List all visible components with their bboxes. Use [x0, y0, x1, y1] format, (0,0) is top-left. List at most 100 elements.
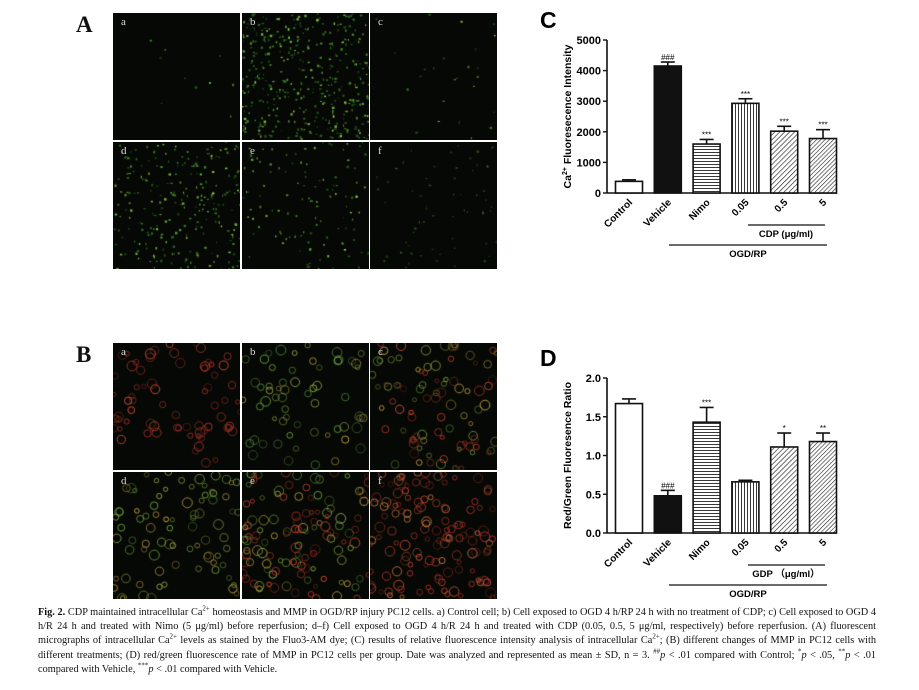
significance-label: *** — [818, 121, 827, 130]
significance-label: ** — [820, 424, 826, 433]
micrograph-a-f: f — [370, 142, 497, 269]
x-tick-label: 5 — [817, 197, 829, 209]
y-tick-label: 0.0 — [586, 528, 601, 540]
caption-text: levels as stained by the Fluo3-AM dye; (… — [177, 635, 653, 647]
y-tick-label: 1.0 — [586, 451, 601, 463]
caption-text: p — [148, 663, 154, 675]
caption-text: p — [660, 649, 666, 661]
x-tick-label: Control — [602, 197, 635, 230]
figure-caption: Fig. 2. CDP maintained intracellular Ca2… — [38, 604, 877, 677]
y-tick-label: 1000 — [577, 157, 601, 169]
y-tick-label: 3000 — [577, 96, 601, 108]
y-tick-label: 1.5 — [586, 412, 601, 424]
panel-label-b: B — [76, 342, 92, 367]
caption-text: ; (B) different changes of MMP in PC12 c… — [38, 635, 877, 661]
caption-text: < .01 compared with Vehicle. — [153, 663, 278, 675]
bar-control — [614, 180, 644, 194]
micrograph-b-e: e — [242, 472, 369, 599]
bar-5 — [808, 440, 838, 534]
micrograph-label: c — [378, 16, 383, 28]
micrograph-label: e — [250, 475, 255, 487]
bar-0.05 — [731, 481, 760, 534]
x-tick-label: Nimo — [687, 537, 712, 562]
x-tick-label: 0.5 — [773, 537, 791, 555]
ogd-group-label: OGD/RP — [729, 249, 767, 260]
x-tick-label: 5 — [817, 537, 829, 549]
micrograph-b-a: a — [113, 343, 240, 470]
caption-text: homeostasis and MMP in OGD/RP injury PC1… — [38, 607, 877, 647]
significance-label: *** — [780, 117, 789, 126]
micrograph-b-d: d — [113, 472, 240, 599]
bar-nimo — [692, 421, 721, 534]
significance-label: *** — [741, 90, 750, 99]
micrograph-label: b — [250, 16, 256, 28]
x-tick-label: 0.05 — [730, 197, 752, 219]
significance-label: *** — [702, 130, 711, 139]
bar-control — [614, 402, 644, 534]
bar-nimo — [692, 143, 721, 194]
caption-text: ## — [653, 647, 661, 656]
caption-text: 2+ — [652, 632, 660, 641]
caption-text: p — [801, 649, 807, 661]
y-axis-label: Ca2+ Fluoresecence Intensity — [562, 44, 574, 188]
y-tick-label: 4000 — [577, 66, 601, 78]
caption-title: Fig. 2. — [38, 607, 66, 618]
micrograph-a-e: e — [242, 142, 369, 269]
x-tick-label: Nimo — [687, 197, 712, 222]
micrograph-b-c: c — [370, 343, 497, 470]
caption-text: < .01 compared with Control; — [665, 649, 798, 661]
bar-vehicle — [653, 495, 683, 534]
caption-text: ** — [838, 647, 846, 656]
caption-text: * — [797, 647, 802, 656]
y-tick-label: 0 — [595, 188, 601, 200]
micrograph-b-f: f — [370, 472, 497, 599]
y-tick-label: 0.5 — [586, 489, 601, 501]
x-tick-label: Vehicle — [642, 537, 674, 569]
caption-text: *** — [137, 661, 149, 670]
micrograph-a-c: c — [370, 13, 497, 140]
panel-label-c: C — [540, 10, 557, 33]
micrograph-label: b — [250, 346, 256, 358]
micrograph-label: c — [378, 346, 383, 358]
x-tick-label: Control — [602, 537, 635, 570]
x-tick-label: 0.5 — [773, 197, 791, 215]
bar-0.5 — [769, 130, 799, 194]
caption-text: CDP maintained intracellular Ca — [65, 607, 203, 618]
ogd-group-label: OGD/RP — [729, 589, 767, 600]
significance-label: ### — [661, 481, 675, 490]
x-tick-label: Vehicle — [642, 197, 674, 229]
micrograph-a-b: b — [242, 13, 369, 140]
caption-text: 2+ — [202, 604, 210, 613]
micrograph-label: d — [121, 475, 127, 487]
micrograph-label: e — [250, 145, 255, 157]
panel-label-d: D — [540, 345, 557, 371]
cdp-group-label: GDP （μg/ml） — [752, 568, 819, 580]
caption-text: < .05, — [806, 649, 839, 661]
caption-text: p — [845, 649, 851, 661]
micrograph-a-a: a — [113, 13, 240, 140]
bar-5 — [808, 137, 838, 194]
y-tick-label: 2000 — [577, 127, 601, 139]
y-tick-label: 5000 — [577, 35, 601, 47]
bar-vehicle — [653, 65, 683, 194]
significance-label: * — [783, 424, 786, 433]
caption-text: < .01 compared with Vehicle, — [38, 649, 877, 675]
micrograph-label: a — [121, 16, 126, 28]
y-axis-label: Red/Green Fluoresence Ratio — [562, 382, 574, 529]
bar-0.5 — [769, 446, 799, 534]
micrograph-label: f — [378, 475, 382, 487]
micrograph-label: a — [121, 346, 126, 358]
caption-text: 2+ — [169, 632, 177, 641]
bar-0.05 — [731, 102, 760, 194]
micrograph-a-d: d — [113, 142, 240, 269]
micrograph-label: d — [121, 145, 127, 157]
micrograph-label: f — [378, 145, 382, 157]
cdp-group-label: CDP (μg/ml) — [759, 229, 813, 240]
micrograph-b-b: b — [242, 343, 369, 470]
x-tick-label: 0.05 — [730, 537, 752, 559]
y-tick-label: 2.0 — [586, 373, 601, 385]
significance-label: ### — [661, 53, 675, 62]
bar-chart-d: D 0.0 0.5 1.0 1.5 2.0 Red/Green Fluoresence Ra… — [540, 345, 838, 600]
panel-label-a: A — [76, 12, 93, 37]
